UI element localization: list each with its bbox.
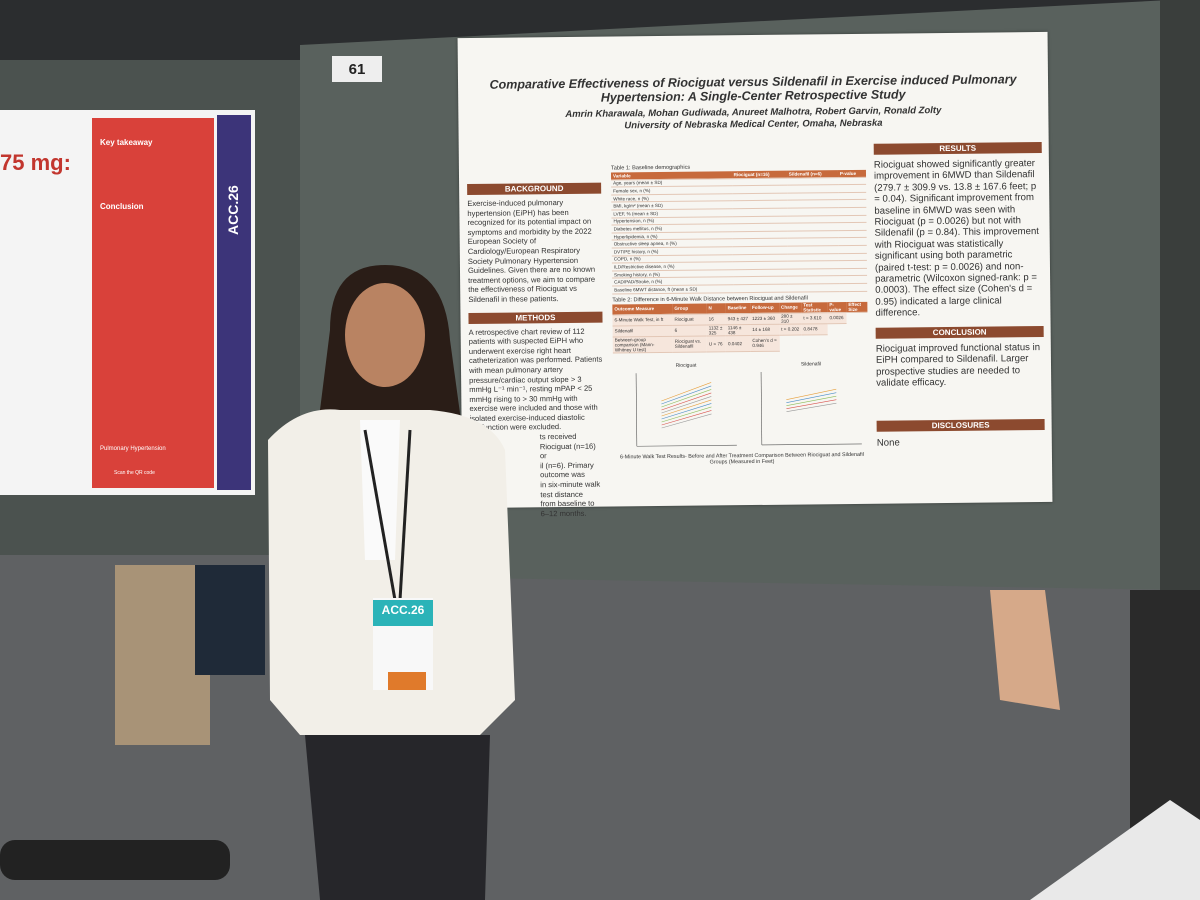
- chart-title: Riociguat: [676, 363, 698, 369]
- trend-line: [786, 399, 837, 409]
- lanyard: [398, 429, 412, 601]
- trend-line: [661, 389, 712, 408]
- trend-line: [661, 399, 712, 417]
- trend-line: [786, 392, 837, 403]
- trend-line: [786, 388, 837, 400]
- board-number: 61: [349, 61, 366, 78]
- axis: [761, 443, 862, 446]
- axis: [635, 373, 638, 447]
- left-poster: 75 mg: Key takeaway Conclusion Pulmonary…: [0, 110, 255, 495]
- trend-line: [786, 395, 837, 406]
- board-number-plate: [332, 56, 382, 82]
- figures: Riociguat Sildenafil: [635, 361, 862, 447]
- left-poster-heading: Key takeaway: [100, 138, 153, 147]
- trend-line: [661, 396, 712, 414]
- trend-line: [661, 406, 712, 423]
- left-poster-strip: ACC.26: [217, 115, 251, 490]
- visitor-legs: [115, 565, 210, 745]
- badge-band: [373, 600, 433, 626]
- trend-line: [661, 392, 712, 411]
- trend-line: [661, 410, 712, 426]
- visitor-legs: [990, 590, 1060, 710]
- left-poster-heading: Conclusion: [100, 202, 144, 211]
- left-poster-footer: Pulmonary Hypertension: [100, 446, 166, 452]
- badge-text: ACC.26: [382, 603, 425, 617]
- plastic-bag: [1030, 800, 1200, 900]
- trend-line: [661, 413, 712, 429]
- trend-line: [661, 385, 712, 405]
- lanyard: [363, 429, 397, 601]
- poster: Comparative Effectiveness of Riociguat v…: [457, 31, 1053, 518]
- board-edge: [1160, 0, 1200, 600]
- visitor-legs: [195, 565, 265, 675]
- axis: [636, 444, 737, 447]
- chart-title: Sildenafil: [801, 361, 821, 367]
- badge-tag: [388, 672, 426, 690]
- left-poster-title: 75 mg:: [0, 150, 71, 175]
- pants: [305, 735, 490, 900]
- trend-line: [661, 382, 712, 402]
- trend-line: [786, 402, 837, 412]
- poster-tube: [0, 840, 230, 880]
- face: [345, 283, 425, 387]
- axis: [760, 371, 763, 445]
- trend-line: [661, 403, 712, 420]
- left-poster-qr: Scan the QR code: [114, 470, 155, 476]
- left-poster-panel: Key takeaway Conclusion Pulmonary Hypert…: [92, 118, 214, 488]
